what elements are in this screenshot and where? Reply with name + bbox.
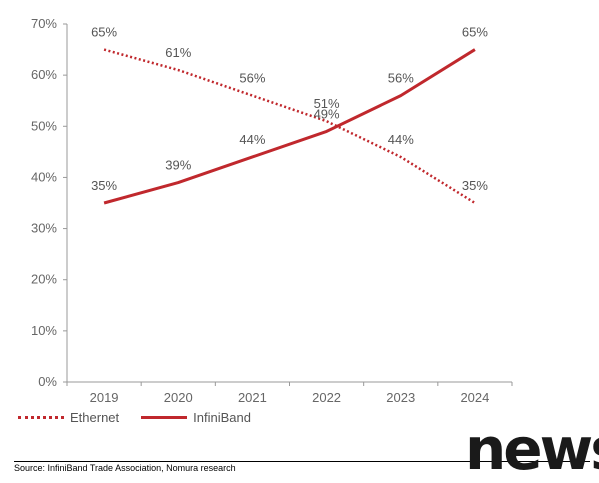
source-note: Source: InfiniBand Trade Association, No… [14,463,236,473]
y-tick-label: 0% [38,374,57,389]
data-label-ethernet: 61% [165,45,191,60]
legend: Ethernet InfiniBand [18,410,273,425]
y-tick-label: 50% [31,118,57,133]
y-tick-label: 30% [31,221,57,236]
x-tick-label: 2022 [312,390,341,405]
news-watermark-logo: news [465,415,599,483]
data-label-ethernet: 51% [314,96,340,111]
data-label-infiniband: 44% [239,132,265,147]
y-tick-label: 10% [31,323,57,338]
dotted-line-swatch-icon [18,416,64,419]
series-lines [103,48,476,205]
y-tick-label: 70% [31,16,57,31]
data-label-ethernet: 56% [239,71,265,86]
data-label-infiniband: 39% [165,158,191,173]
series-line-ethernet [103,48,476,205]
y-tick-label: 60% [31,67,57,82]
legend-item-infiniband: InfiniBand [141,410,251,425]
x-tick-label: 2020 [164,390,193,405]
legend-label-infiniband: InfiniBand [193,410,251,425]
solid-line-swatch-icon [141,416,188,419]
legend-item-ethernet: Ethernet [18,410,119,425]
x-tick-label: 2019 [90,390,119,405]
x-axis-ticks: 2019 2020 2021 2022 2023 2024 [66,382,513,405]
legend-label-ethernet: Ethernet [70,410,120,425]
data-label-infiniband: 65% [462,25,488,40]
y-tick-label: 20% [31,272,57,287]
data-label-infiniband: 49% [314,106,340,121]
data-label-infiniband: 35% [91,178,117,193]
x-tick-label: 2023 [386,390,415,405]
x-tick-label: 2024 [460,390,489,405]
footer-divider [14,461,590,462]
series-line-infiniband [103,48,476,205]
x-tick-label: 2021 [238,390,267,405]
line-chart: 0% 10% 20% 30% 40% 50% 60% 70% 2019 2020 2021 2022… [31,16,513,405]
data-label-infiniband: 56% [388,71,414,86]
y-tick-label: 40% [31,169,57,184]
data-labels: 65% 61% 56% 51% 44% 35% 35% 39% 44% 49% 56% 65% [91,25,488,193]
y-axis-ticks: 0% 10% 20% 30% 40% 50% 60% 70% [31,16,67,389]
data-label-ethernet: 65% [91,25,117,40]
data-label-ethernet: 35% [462,178,488,193]
data-label-ethernet: 44% [388,132,414,147]
axes [66,24,512,383]
